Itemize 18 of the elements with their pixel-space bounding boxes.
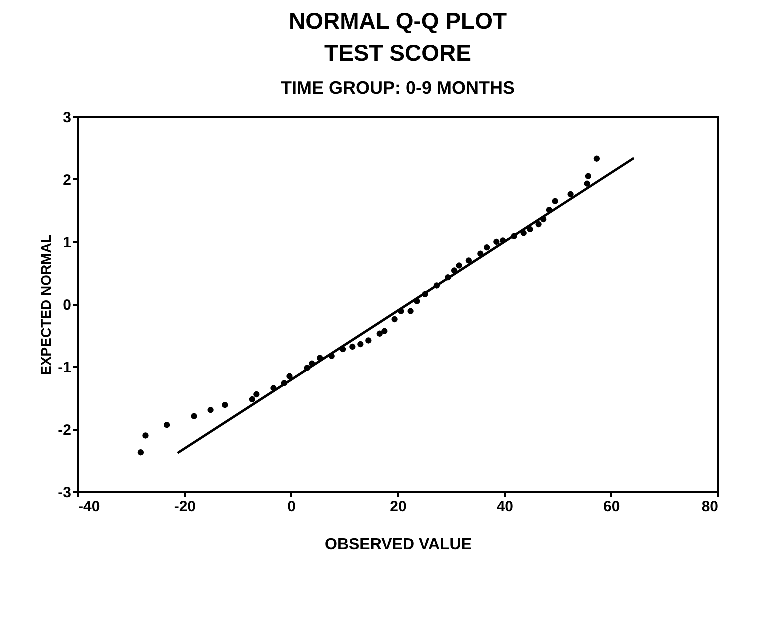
x-tick-label: 60 xyxy=(603,498,620,516)
x-axis-title: OBSERVED VALUE xyxy=(325,536,472,554)
x-tick-label: 0 xyxy=(288,498,296,516)
y-tick-label: 0 xyxy=(63,297,72,314)
x-tick-label: 40 xyxy=(496,498,514,516)
x-tick-label: -20 xyxy=(174,498,196,516)
x-tick-label: 80 xyxy=(702,498,718,516)
x-tick-label: -40 xyxy=(78,498,100,516)
y-tick-label: -3 xyxy=(58,484,72,502)
chart-title: NORMAL Q-Q PLOT TEST SCORE xyxy=(288,8,508,66)
x-tick-label: 20 xyxy=(390,498,407,516)
y-tick-label: 1 xyxy=(63,234,72,252)
y-tick-label: 3 xyxy=(63,110,72,126)
y-tick-label: 2 xyxy=(63,172,72,189)
y-tick-label: -2 xyxy=(58,422,72,439)
chart-subtitle: TIME GROUP: 0-9 MONTHS xyxy=(280,78,516,98)
y-tick-label: -1 xyxy=(58,360,72,376)
y-axis-title: EXPECTED NORMAL xyxy=(38,234,54,376)
